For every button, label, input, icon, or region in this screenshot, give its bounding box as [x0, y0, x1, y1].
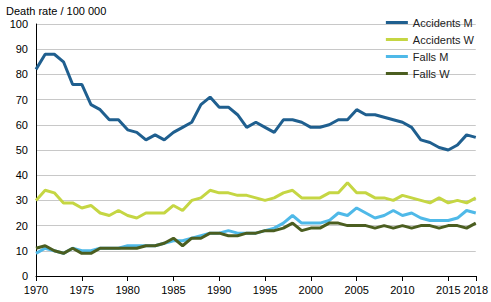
svg-text:100: 100	[10, 18, 28, 30]
svg-text:2018: 2018	[464, 284, 488, 296]
svg-text:80: 80	[16, 68, 28, 80]
svg-text:1980: 1980	[115, 284, 139, 296]
svg-text:2015: 2015	[436, 284, 460, 296]
svg-text:90: 90	[16, 43, 28, 55]
svg-text:60: 60	[16, 119, 28, 131]
svg-text:1995: 1995	[253, 284, 277, 296]
svg-text:1990: 1990	[207, 284, 231, 296]
svg-text:0: 0	[22, 270, 28, 282]
svg-text:Falls W: Falls W	[413, 68, 450, 80]
svg-text:50: 50	[16, 144, 28, 156]
svg-text:1985: 1985	[161, 284, 185, 296]
svg-text:20: 20	[16, 220, 28, 232]
svg-text:2005: 2005	[344, 284, 368, 296]
svg-text:2000: 2000	[299, 284, 323, 296]
svg-text:Accidents M: Accidents M	[413, 17, 473, 29]
svg-text:Death rate / 100 000: Death rate / 100 000	[6, 5, 106, 17]
svg-text:1970: 1970	[24, 284, 48, 296]
svg-text:40: 40	[16, 169, 28, 181]
svg-text:30: 30	[16, 194, 28, 206]
svg-text:2010: 2010	[390, 284, 414, 296]
svg-text:Accidents W: Accidents W	[413, 34, 475, 46]
svg-text:Falls M: Falls M	[413, 51, 448, 63]
svg-text:70: 70	[16, 94, 28, 106]
svg-text:1975: 1975	[70, 284, 94, 296]
svg-text:10: 10	[16, 245, 28, 257]
